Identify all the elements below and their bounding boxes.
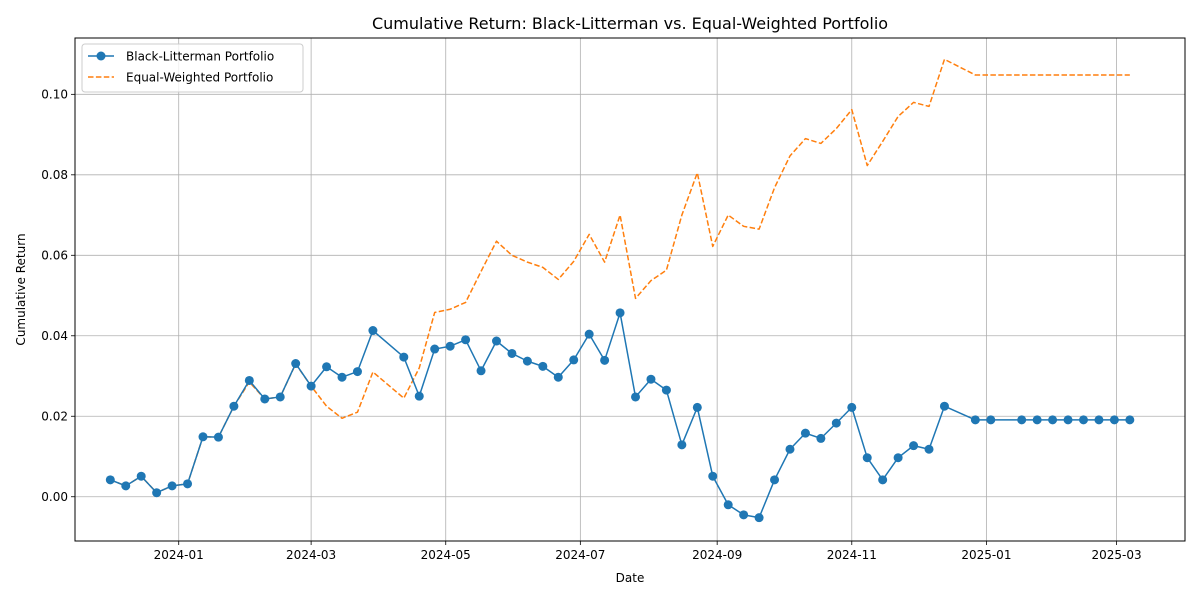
data-point-black-litterman bbox=[337, 372, 347, 382]
data-point-black-litterman bbox=[816, 433, 826, 443]
x-tick-label: 2024-01 bbox=[154, 548, 204, 562]
data-point-black-litterman bbox=[414, 391, 424, 401]
data-point-black-litterman bbox=[677, 440, 687, 450]
data-point-black-litterman bbox=[631, 392, 641, 402]
data-point-black-litterman bbox=[461, 335, 471, 345]
y-tick-label: 0.10 bbox=[41, 88, 68, 102]
data-point-black-litterman bbox=[862, 453, 872, 463]
data-point-black-litterman bbox=[244, 375, 254, 385]
x-tick-label: 2024-03 bbox=[286, 548, 336, 562]
data-point-black-litterman bbox=[1048, 415, 1058, 425]
data-point-black-litterman bbox=[785, 444, 795, 454]
data-point-black-litterman bbox=[569, 355, 579, 365]
data-point-black-litterman bbox=[584, 329, 594, 339]
y-axis: 0.00 0.02 0.04 0.06 0.08 0.10 bbox=[41, 88, 75, 504]
x-axis-title: Date bbox=[616, 571, 645, 585]
legend-box bbox=[81, 43, 304, 93]
plot-frame bbox=[74, 37, 1186, 542]
data-point-black-litterman bbox=[229, 401, 239, 411]
y-tick-label: 0.06 bbox=[41, 249, 68, 263]
legend-marker-black-litterman bbox=[96, 51, 106, 61]
x-tick-label: 2025-03 bbox=[1092, 548, 1142, 562]
data-point-black-litterman bbox=[476, 366, 486, 376]
y-tick-label: 0.00 bbox=[41, 490, 68, 504]
data-point-black-litterman bbox=[522, 356, 532, 366]
data-point-black-litterman bbox=[553, 372, 563, 382]
data-point-black-litterman bbox=[121, 481, 131, 491]
data-point-black-litterman bbox=[800, 428, 810, 438]
data-point-black-litterman bbox=[893, 453, 903, 463]
data-point-black-litterman bbox=[152, 488, 162, 498]
data-point-black-litterman bbox=[445, 341, 455, 351]
data-point-black-litterman bbox=[615, 308, 625, 318]
data-point-black-litterman bbox=[600, 355, 610, 365]
x-tick-label: 2024-11 bbox=[827, 548, 877, 562]
data-point-black-litterman bbox=[909, 441, 919, 451]
data-point-black-litterman bbox=[430, 344, 440, 354]
data-point-black-litterman bbox=[847, 402, 857, 412]
data-point-black-litterman bbox=[399, 352, 409, 362]
data-point-black-litterman bbox=[646, 374, 656, 384]
data-point-black-litterman bbox=[970, 415, 980, 425]
data-point-black-litterman bbox=[754, 513, 764, 523]
data-point-black-litterman bbox=[368, 326, 378, 336]
grid-lines bbox=[75, 38, 1185, 541]
x-tick-label: 2025-01 bbox=[961, 548, 1011, 562]
y-axis-title: Cumulative Return bbox=[14, 233, 28, 345]
series-line-black-litterman bbox=[110, 312, 1130, 519]
data-point-black-litterman bbox=[167, 481, 177, 491]
data-point-black-litterman bbox=[507, 348, 517, 358]
data-point-black-litterman bbox=[878, 475, 888, 485]
data-point-black-litterman bbox=[831, 418, 841, 428]
data-point-black-litterman bbox=[692, 402, 702, 412]
data-point-black-litterman bbox=[661, 385, 671, 395]
y-tick-label: 0.02 bbox=[41, 410, 68, 424]
legend: Black-Litterman Portfolio Equal-Weighted… bbox=[81, 43, 304, 93]
data-point-black-litterman bbox=[322, 362, 332, 372]
data-point-black-litterman bbox=[1017, 415, 1027, 425]
data-point-black-litterman bbox=[1032, 415, 1042, 425]
data-point-black-litterman bbox=[213, 432, 223, 442]
y-tick-label: 0.08 bbox=[41, 168, 68, 182]
x-tick-label: 2024-05 bbox=[421, 548, 471, 562]
data-point-black-litterman bbox=[1078, 415, 1088, 425]
data-point-black-litterman bbox=[939, 401, 949, 411]
data-point-black-litterman bbox=[275, 392, 285, 402]
data-point-black-litterman bbox=[770, 475, 780, 485]
data-point-black-litterman bbox=[739, 510, 749, 520]
y-tick-label: 0.04 bbox=[41, 329, 68, 343]
data-point-black-litterman bbox=[1125, 415, 1135, 425]
series-layer bbox=[105, 58, 1135, 523]
x-tick-label: 2024-07 bbox=[555, 548, 605, 562]
data-point-black-litterman bbox=[1094, 415, 1104, 425]
data-point-black-litterman bbox=[924, 444, 934, 454]
data-point-black-litterman bbox=[183, 479, 193, 489]
data-point-black-litterman bbox=[291, 359, 301, 369]
x-tick-label: 2024-09 bbox=[692, 548, 742, 562]
data-point-black-litterman bbox=[1063, 415, 1073, 425]
data-point-black-litterman bbox=[105, 475, 115, 485]
data-point-black-litterman bbox=[352, 367, 362, 377]
x-axis: 2024-01 2024-03 2024-05 2024-07 2024-09 2024-… bbox=[154, 541, 1142, 562]
legend-label-black-litterman: Black-Litterman Portfolio bbox=[126, 50, 274, 64]
data-point-black-litterman bbox=[198, 432, 208, 442]
data-point-black-litterman bbox=[136, 471, 146, 481]
data-point-black-litterman bbox=[306, 381, 316, 391]
legend-label-equal-weighted: Equal-Weighted Portfolio bbox=[126, 71, 273, 85]
data-point-black-litterman bbox=[260, 394, 270, 404]
data-point-black-litterman bbox=[723, 500, 733, 510]
data-point-black-litterman bbox=[708, 471, 718, 481]
data-point-black-litterman bbox=[986, 415, 996, 425]
chart-title: Cumulative Return: Black-Litterman vs. E… bbox=[372, 14, 888, 33]
data-point-black-litterman bbox=[538, 361, 548, 371]
data-point-black-litterman bbox=[1109, 415, 1119, 425]
data-point-black-litterman bbox=[491, 336, 501, 346]
